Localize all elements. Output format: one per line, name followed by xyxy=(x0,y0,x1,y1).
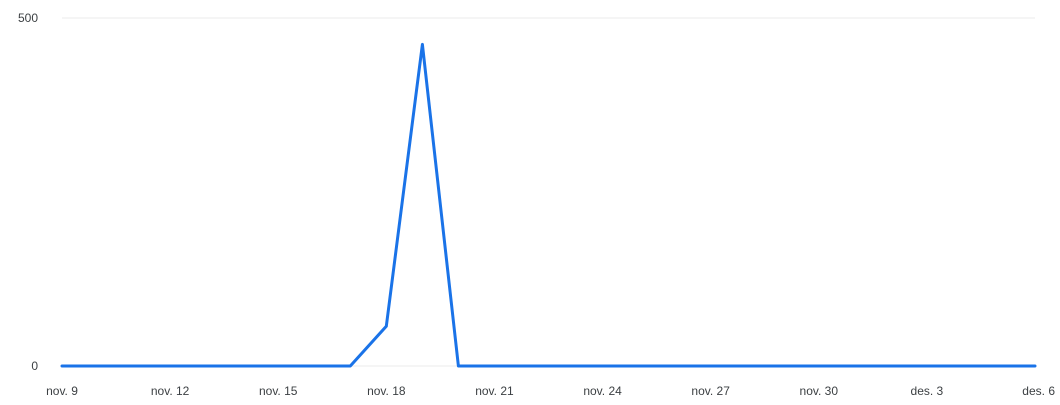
x-tick-label: nov. 12 xyxy=(151,384,190,398)
x-tick-label: nov. 21 xyxy=(475,384,514,398)
x-tick-label: nov. 18 xyxy=(367,384,406,398)
x-tick-label: nov. 15 xyxy=(259,384,298,398)
x-tick-label: nov. 9 xyxy=(46,384,78,398)
x-tick-label: des. 6 xyxy=(1022,384,1055,398)
series-line-0 xyxy=(60,42,1037,368)
x-tick-label: nov. 30 xyxy=(800,384,839,398)
series-layer xyxy=(60,42,1037,368)
x-axis-tick-labels: nov. 9 nov. 12 nov. 15 nov. 18 nov. 21 nov. 2… xyxy=(46,384,1055,398)
x-tick-label: nov. 24 xyxy=(583,384,622,398)
gridlines xyxy=(62,17,1035,367)
y-tick-label: 0 xyxy=(31,359,38,373)
x-tick-label: des. 3 xyxy=(911,384,944,398)
y-axis-tick-labels: 0 500 xyxy=(18,11,38,373)
y-tick-label: 500 xyxy=(18,11,38,25)
x-tick-label: nov. 27 xyxy=(691,384,730,398)
